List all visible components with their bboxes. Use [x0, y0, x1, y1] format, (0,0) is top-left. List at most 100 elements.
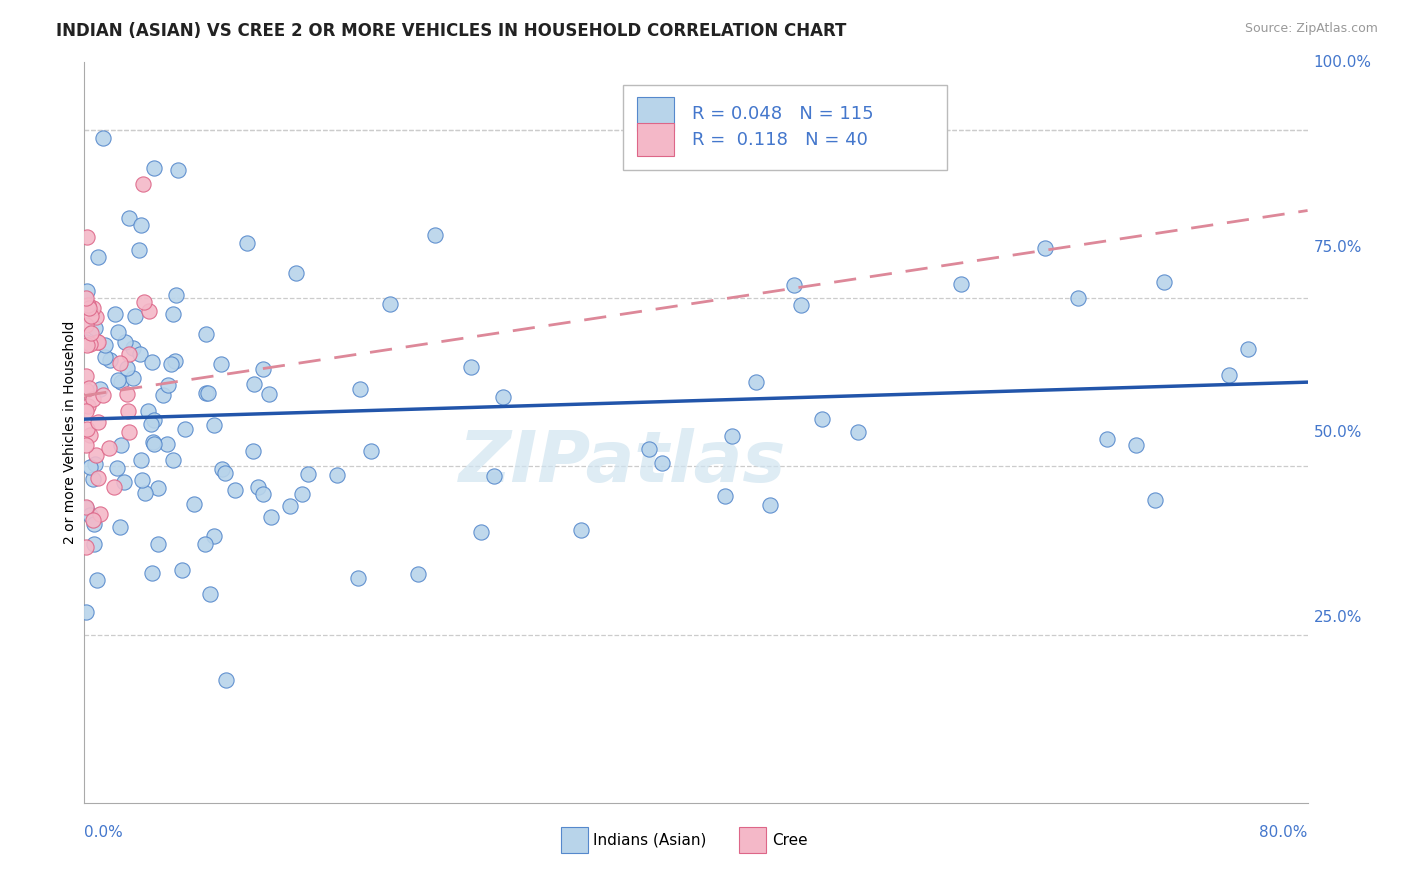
Text: 0.0%: 0.0% — [84, 825, 124, 840]
Point — [79, 427, 101, 442]
Point — [470, 524, 492, 539]
Point — [783, 277, 806, 292]
Point — [76, 338, 98, 352]
Point — [260, 509, 283, 524]
Point — [152, 388, 174, 402]
Point — [638, 442, 661, 456]
Point — [209, 357, 232, 371]
Point — [790, 298, 813, 312]
Point — [128, 347, 150, 361]
Point — [139, 417, 162, 431]
Point — [75, 318, 97, 333]
Point — [146, 481, 169, 495]
Point — [82, 472, 104, 486]
Point — [482, 468, 505, 483]
Point — [143, 161, 166, 176]
Point — [98, 352, 121, 367]
Point — [79, 508, 101, 523]
Point — [128, 243, 150, 257]
Point — [170, 563, 193, 577]
Point — [142, 413, 165, 427]
Point — [114, 334, 136, 349]
Point — [110, 376, 132, 390]
Point — [124, 309, 146, 323]
Point — [162, 453, 184, 467]
Point — [811, 412, 834, 426]
Point — [91, 387, 114, 401]
Point — [194, 537, 217, 551]
Point — [651, 456, 673, 470]
Point — [714, 489, 737, 503]
Point — [347, 571, 370, 585]
Point — [1033, 241, 1056, 255]
Point — [83, 516, 105, 531]
Point — [460, 360, 482, 375]
Point — [121, 370, 143, 384]
Point — [118, 347, 141, 361]
Bar — [738, 827, 766, 853]
Point — [76, 229, 98, 244]
Text: 25.0%: 25.0% — [1313, 610, 1362, 625]
Point — [82, 513, 104, 527]
Point — [134, 486, 156, 500]
Point — [82, 301, 104, 315]
Point — [75, 500, 97, 515]
Point — [89, 382, 111, 396]
Point — [194, 385, 217, 400]
Point — [107, 325, 129, 339]
Point — [143, 436, 166, 450]
Point — [325, 468, 347, 483]
Point — [243, 376, 266, 391]
Point — [77, 298, 100, 312]
Point — [118, 211, 141, 225]
Point — [107, 373, 129, 387]
Point — [156, 436, 179, 450]
Point — [115, 387, 138, 401]
Point — [75, 438, 97, 452]
Text: 100.0%: 100.0% — [1313, 55, 1372, 70]
Text: R =  0.118   N = 40: R = 0.118 N = 40 — [692, 131, 868, 149]
Point — [214, 466, 236, 480]
Point — [79, 337, 101, 351]
Point — [141, 566, 163, 580]
Text: ZIPatlas: ZIPatlas — [458, 428, 786, 497]
Point — [1095, 432, 1118, 446]
Point — [79, 309, 101, 323]
Point — [75, 540, 97, 554]
Point — [84, 310, 107, 324]
Point — [110, 520, 132, 534]
Point — [122, 342, 145, 356]
Point — [75, 368, 97, 383]
Point — [252, 362, 274, 376]
Point — [110, 438, 132, 452]
Point — [79, 460, 101, 475]
Point — [163, 353, 186, 368]
Text: 75.0%: 75.0% — [1313, 240, 1362, 255]
Point — [93, 131, 115, 145]
Point — [86, 573, 108, 587]
Point — [132, 295, 155, 310]
Point — [1237, 342, 1260, 356]
Point — [162, 307, 184, 321]
Point — [86, 250, 108, 264]
Point — [89, 507, 111, 521]
Text: 50.0%: 50.0% — [1313, 425, 1362, 440]
Point — [423, 227, 446, 242]
Point — [129, 218, 152, 232]
Point — [242, 444, 264, 458]
Point — [259, 386, 281, 401]
Point — [138, 304, 160, 318]
Point — [104, 307, 127, 321]
Point — [198, 587, 221, 601]
Point — [86, 415, 108, 429]
Point — [93, 338, 115, 352]
Point — [75, 605, 97, 619]
Point — [211, 462, 233, 476]
Point — [408, 566, 430, 581]
Point — [202, 418, 225, 433]
Point — [75, 334, 97, 349]
Point — [79, 301, 101, 316]
Point — [183, 497, 205, 511]
Point — [492, 390, 515, 404]
Y-axis label: 2 or more Vehicles in Household: 2 or more Vehicles in Household — [63, 321, 77, 544]
